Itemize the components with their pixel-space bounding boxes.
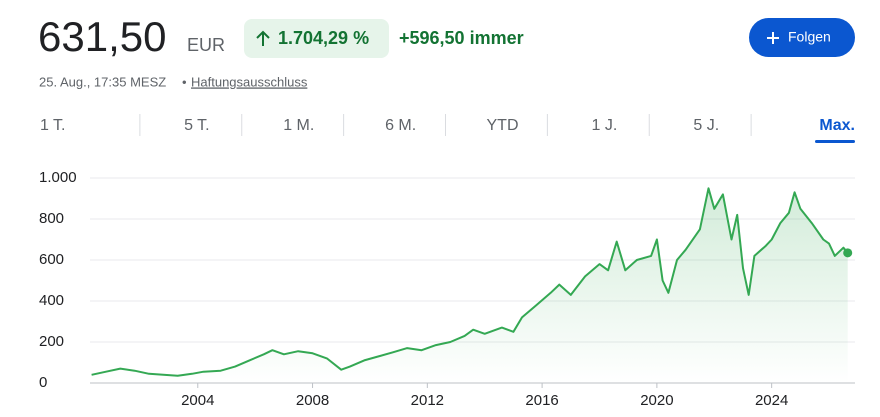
change-absolute: +596,50 immer: [399, 28, 524, 48]
x-tick-label: 2012: [411, 392, 444, 409]
follow-label[interactable]: Folgen: [788, 29, 831, 45]
price: 631,50: [38, 13, 166, 60]
range-tab[interactable]: 6 M.: [385, 117, 416, 134]
chart: 0 200 400 600 800 1.000 2004 2008 2012 2016 2020 20…: [39, 169, 855, 409]
disclaimer-link[interactable]: Haftungsausschluss: [191, 74, 308, 89]
up-arrow-icon: [256, 30, 270, 46]
x-tick-label: 2016: [525, 392, 558, 409]
y-tick-label: 200: [39, 333, 64, 350]
range-tab[interactable]: 5 J.: [693, 117, 719, 134]
x-tick-label: 2020: [640, 392, 673, 409]
follow-button-bg[interactable]: [749, 18, 855, 57]
active-tab-indicator: [815, 140, 855, 143]
line: [91, 187, 849, 377]
range-tab[interactable]: Max.: [819, 117, 855, 134]
x-tick-label: 2024: [755, 392, 788, 409]
x-tick-label: 2008: [296, 392, 329, 409]
change-pill: [244, 19, 389, 58]
y-tick-label: 0: [39, 374, 47, 391]
range-tab[interactable]: 5 T.: [184, 117, 210, 134]
plus-icon[interactable]: [767, 32, 779, 44]
area: [91, 188, 848, 383]
range-tab[interactable]: 1 M.: [283, 117, 314, 134]
follow-button[interactable]: Folgen: [749, 18, 855, 57]
range-tab[interactable]: 1 T.: [40, 117, 66, 134]
timestamp: 25. Aug., 17:35 MESZ: [39, 74, 166, 89]
y-tick-label: 400: [39, 292, 64, 309]
y-tick-label: 600: [39, 251, 64, 268]
range-tab[interactable]: 1 J.: [591, 117, 617, 134]
range-tab[interactable]: YTD: [487, 117, 519, 134]
currency: EUR: [187, 35, 225, 55]
last-point: [843, 248, 853, 258]
separator: •: [182, 74, 187, 89]
change-percent: 1.704,29 %: [278, 28, 369, 48]
x-tick-label: 2004: [181, 392, 214, 409]
y-tick-label: 1.000: [39, 169, 77, 186]
y-tick-label: 800: [39, 210, 64, 227]
range-tabs: 1 T. 5 T. 1 M. 6 M. YTD 1 J. 5 J. Max.: [40, 114, 855, 143]
